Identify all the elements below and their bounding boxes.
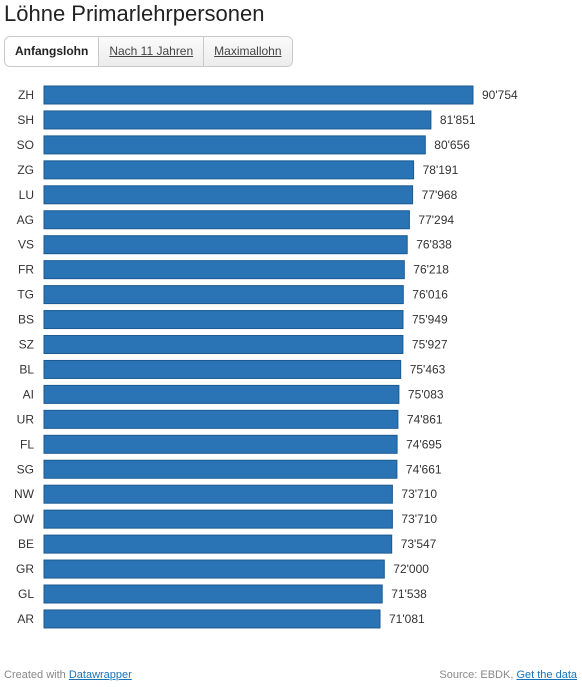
bar-so	[43, 135, 426, 155]
category-label-sg: SG	[17, 462, 34, 476]
value-label-zg: 78'191	[423, 163, 459, 177]
bar-ai	[43, 384, 400, 404]
value-label-ai: 75'083	[408, 387, 444, 401]
bar-be	[43, 534, 393, 554]
tab-anfangslohn[interactable]: Anfangslohn	[5, 37, 99, 66]
category-label-zh: ZH	[18, 88, 34, 102]
value-label-vs: 76'838	[416, 238, 452, 252]
bar-sg	[43, 459, 398, 479]
bar-vs	[43, 235, 408, 255]
category-label-zg: ZG	[17, 163, 34, 177]
value-label-so: 80'656	[434, 138, 470, 152]
category-label-vs: VS	[18, 238, 34, 252]
footer-credit: Created with Datawrapper	[4, 669, 132, 681]
value-label-tg: 76'016	[412, 288, 448, 302]
bar-ur	[43, 409, 399, 429]
value-label-zh: 90'754	[482, 88, 518, 102]
value-label-be: 73'547	[401, 537, 437, 551]
footer-source: Source: EBDK, Get the data	[439, 669, 577, 681]
bar-chart: ZH 90'754 SH 81'851 SO 80'656 ZG 78'191 LU 77'968…	[13, 85, 518, 629]
value-label-ar: 71'081	[389, 612, 425, 626]
value-label-bl: 75'463	[410, 362, 446, 376]
value-label-fr: 76'218	[413, 263, 449, 277]
value-label-ow: 73'710	[401, 512, 437, 526]
category-label-tg: TG	[17, 288, 34, 302]
category-label-ur: UR	[17, 412, 35, 426]
category-label-ar: AR	[17, 612, 34, 626]
source-text: Source: EBDK,	[439, 669, 514, 681]
view-tabs: Anfangslohn Nach 11 Jahren Maximallohn	[4, 36, 293, 67]
category-label-ai: AI	[23, 387, 34, 401]
bar-ag	[43, 210, 410, 230]
bar-sz	[43, 335, 404, 354]
chart-title: Löhne Primarlehrpersonen	[4, 1, 265, 26]
value-label-sh: 81'851	[440, 113, 476, 127]
category-label-so: SO	[17, 138, 34, 152]
bar-nw	[43, 484, 393, 504]
category-label-bs: BS	[18, 313, 34, 327]
value-label-fl: 74'695	[406, 437, 442, 451]
bar-bl	[43, 359, 402, 379]
category-label-gl: GL	[18, 587, 34, 601]
value-label-nw: 73'710	[401, 487, 437, 501]
bar-zg	[43, 160, 415, 180]
value-label-ur: 74'861	[407, 412, 443, 426]
category-label-fl: FL	[20, 437, 34, 451]
tab-maximallohn[interactable]: Maximallohn	[203, 37, 292, 66]
value-label-sg: 74'661	[406, 462, 442, 476]
value-label-bs: 75'949	[412, 313, 448, 327]
value-label-sz: 75'927	[412, 338, 448, 352]
bar-gl	[43, 584, 383, 604]
bar-lu	[43, 185, 414, 205]
credit-prefix: Created with	[4, 669, 66, 681]
category-label-lu: LU	[19, 188, 34, 202]
bar-fr	[43, 260, 405, 280]
category-label-ag: AG	[17, 213, 34, 227]
tab-nach-11-jahren[interactable]: Nach 11 Jahren	[98, 37, 204, 66]
bar-sh	[43, 110, 432, 130]
category-label-ow: OW	[13, 512, 34, 526]
bar-ow	[43, 509, 393, 529]
value-label-lu: 77'968	[422, 188, 458, 202]
bar-bs	[43, 310, 404, 330]
bar-tg	[43, 285, 404, 305]
bar-fl	[43, 434, 398, 454]
category-label-sz: SZ	[19, 338, 34, 352]
value-label-ag: 77'294	[418, 213, 454, 227]
category-label-bl: BL	[19, 362, 34, 376]
bar-gr	[43, 559, 385, 579]
datawrapper-link[interactable]: Datawrapper	[68, 669, 132, 681]
category-label-fr: FR	[18, 263, 34, 277]
value-label-gr: 72'000	[393, 562, 429, 576]
value-label-gl: 71'538	[391, 587, 427, 601]
category-label-sh: SH	[17, 113, 34, 127]
category-label-be: BE	[18, 537, 34, 551]
get-the-data-link[interactable]: Get the data	[516, 669, 577, 681]
category-label-gr: GR	[16, 562, 34, 576]
category-label-nw: NW	[14, 487, 35, 501]
bar-ar	[43, 609, 381, 629]
bar-zh	[43, 85, 474, 105]
